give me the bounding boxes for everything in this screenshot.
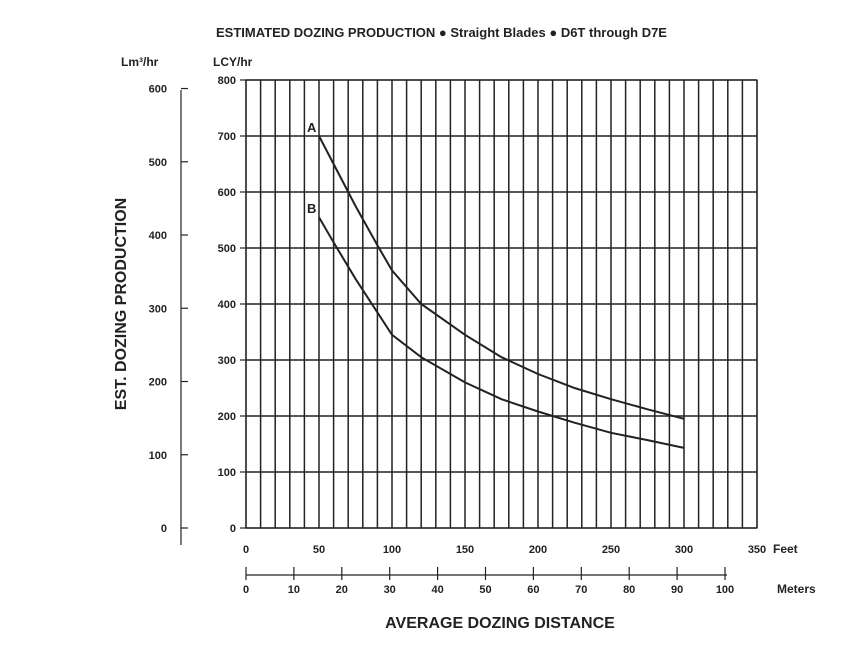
x-feet-tick-label: 350 — [748, 544, 766, 556]
x-meters-tick-label: 100 — [716, 584, 734, 596]
x-axis-title: AVERAGE DOZING DISTANCE — [385, 615, 615, 632]
y-lcy-tick-label: 0 — [230, 523, 236, 535]
y-m3-tick-label: 300 — [149, 303, 167, 315]
y-lcy-tick-label: 400 — [218, 299, 236, 311]
grid-layer — [245, 79, 758, 529]
x-feet-tick-label: 0 — [243, 544, 249, 556]
x-meters-tick-label: 40 — [431, 584, 443, 596]
x-unit-feet-label: Feet — [773, 542, 798, 556]
y-lcy-tick-label: 200 — [218, 411, 236, 423]
series-layer: AB — [307, 120, 685, 449]
y-lcy-tick-label: 300 — [218, 355, 236, 367]
x-feet-tick-label: 150 — [456, 544, 474, 556]
y-m3-tick-label: 600 — [149, 84, 167, 96]
x-meters-tick-label: 80 — [623, 584, 635, 596]
y-unit-m3-label: Lm³/hr — [121, 55, 159, 69]
y-lcy-tick-label: 800 — [218, 75, 236, 87]
y-axis-title: EST. DOZING PRODUCTION — [113, 198, 130, 410]
y-m3-tick-label: 200 — [149, 377, 167, 389]
series-label-a: A — [307, 120, 317, 135]
x-meters-tick-label: 50 — [479, 584, 491, 596]
y-lcy-tick-label: 600 — [218, 187, 236, 199]
x-meters-tick-label: 0 — [243, 584, 249, 596]
y-m3-tick-label: 500 — [149, 157, 167, 169]
y-lcy-tick-label: 700 — [218, 131, 236, 143]
ticks-layer: 0100200300400500600700800010020030040050… — [149, 75, 767, 596]
x-feet-tick-label: 50 — [313, 544, 325, 556]
x-unit-meters-label: Meters — [777, 582, 816, 596]
y-unit-lcy-label: LCY/hr — [213, 55, 253, 69]
x-meters-tick-label: 70 — [575, 584, 587, 596]
x-meters-tick-label: 90 — [671, 584, 683, 596]
x-meters-tick-label: 10 — [288, 584, 300, 596]
y-m3-tick-label: 400 — [149, 230, 167, 242]
y-m3-tick-label: 100 — [149, 450, 167, 462]
x-meters-tick-label: 30 — [384, 584, 396, 596]
x-feet-tick-label: 200 — [529, 544, 547, 556]
y-lcy-tick-label: 500 — [218, 243, 236, 255]
chart-title: ESTIMATED DOZING PRODUCTION ● Straight B… — [216, 25, 667, 40]
x-feet-tick-label: 100 — [383, 544, 401, 556]
y-m3-tick-label: 0 — [161, 523, 167, 535]
x-meters-tick-label: 60 — [527, 584, 539, 596]
x-feet-tick-label: 300 — [675, 544, 693, 556]
x-feet-tick-label: 250 — [602, 544, 620, 556]
y-lcy-tick-label: 100 — [218, 467, 236, 479]
series-line-b — [318, 216, 685, 449]
series-label-b: B — [307, 201, 316, 216]
series-line-a — [318, 135, 685, 420]
x-meters-tick-label: 20 — [336, 584, 348, 596]
